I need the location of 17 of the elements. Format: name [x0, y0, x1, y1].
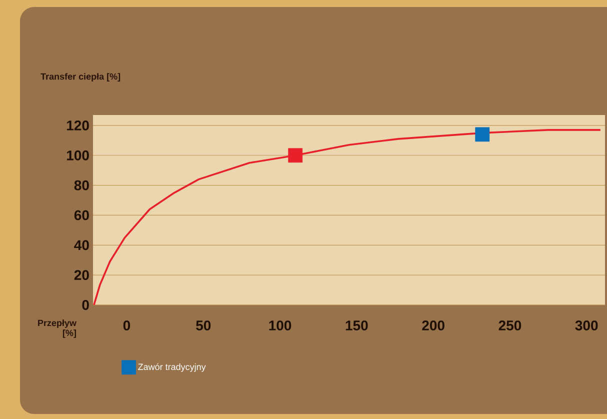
y-tick-label: 0: [82, 300, 89, 310]
legend-label: Zawór tradycyjny: [138, 363, 206, 372]
y-tick-label: 120: [66, 120, 89, 130]
x-tick-label: 0: [123, 320, 130, 330]
y-tick-label: 80: [74, 180, 89, 190]
y-axis-title: Transfer ciepła [%]: [40, 73, 120, 82]
x-tick-label: 200: [422, 320, 444, 330]
x-tick-label: 150: [346, 320, 368, 330]
x-tick-label: 300: [575, 320, 598, 330]
y-tick-label: 40: [74, 240, 89, 250]
y-tick-label: 20: [74, 270, 89, 280]
y-tick-label: 60: [74, 210, 89, 220]
x-tick-label: 250: [498, 320, 522, 330]
x-tick-label: 50: [196, 320, 211, 330]
text: Przepływ [%]: [38, 320, 76, 338]
y-tick-label: 100: [66, 150, 89, 160]
x-tick-label: 100: [269, 320, 292, 330]
